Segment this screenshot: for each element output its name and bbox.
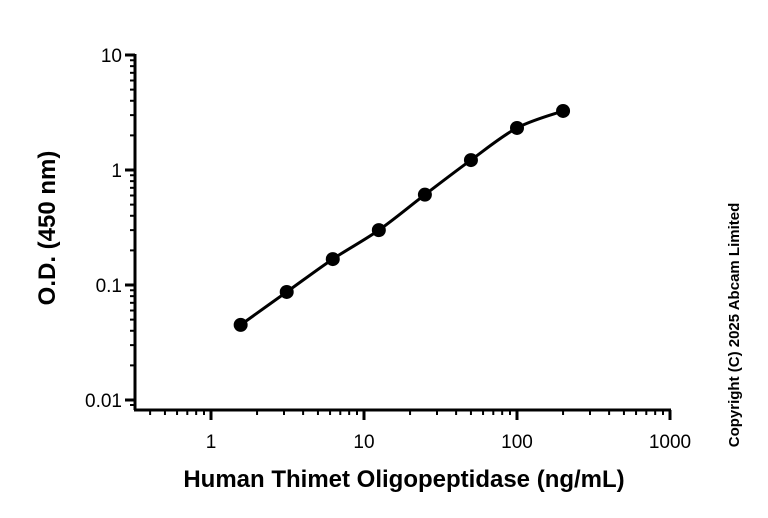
data-point [556,103,571,118]
x-tick-label: 1000 [649,432,691,453]
data-point [417,187,432,202]
y-axis: 0.01 0.1 1 10 [85,46,137,412]
data-points [233,103,571,332]
data-point [279,284,294,299]
data-point [463,153,478,168]
y-tick-label: 1 [111,161,122,182]
x-tick-label: 100 [501,432,533,453]
y-tick-label: 0.1 [96,276,122,297]
copyright-notice: Copyright (C) 2025 Abcam Limited [726,203,743,447]
y-tick-label: 0.01 [85,391,122,412]
y-axis-title: O.D. (450 nm) [34,151,61,306]
x-axis: 1 10 100 1000 [134,408,691,453]
data-point [371,223,386,238]
x-tick-label: 1 [206,432,217,453]
data-point [510,120,524,135]
x-axis-title: Human Thimet Oligopeptidase (ng/mL) [183,466,624,493]
data-point [233,317,248,332]
y-tick-label: 10 [101,46,122,67]
data-point [325,252,340,267]
x-tick-label: 10 [353,432,374,453]
